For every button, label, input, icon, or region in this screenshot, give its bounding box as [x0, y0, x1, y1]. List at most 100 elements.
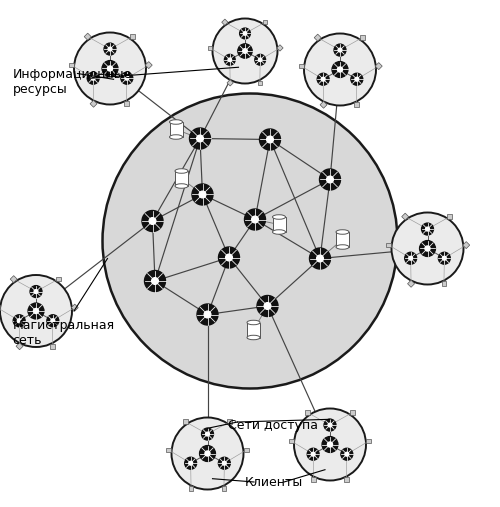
Circle shape [142, 210, 163, 232]
Circle shape [255, 54, 266, 65]
Text: Магистральная
сеть: Магистральная сеть [12, 319, 115, 347]
Bar [350, 410, 354, 415]
Polygon shape [145, 62, 152, 68]
Polygon shape [222, 19, 228, 25]
Circle shape [422, 223, 434, 235]
FancyBboxPatch shape [170, 122, 182, 137]
Circle shape [438, 252, 450, 264]
Bar [244, 448, 248, 452]
Circle shape [328, 423, 332, 427]
Circle shape [190, 128, 210, 149]
Circle shape [338, 48, 342, 52]
Circle shape [212, 18, 278, 84]
Circle shape [226, 254, 232, 261]
Bar [258, 81, 262, 85]
Bar [306, 410, 310, 415]
Polygon shape [71, 304, 78, 311]
Circle shape [196, 135, 203, 142]
Circle shape [47, 315, 59, 327]
Polygon shape [320, 101, 327, 108]
Ellipse shape [247, 335, 260, 340]
Circle shape [242, 49, 248, 53]
Polygon shape [462, 242, 469, 248]
Circle shape [409, 257, 412, 260]
Circle shape [312, 452, 315, 456]
Bar [386, 243, 391, 247]
Circle shape [87, 73, 99, 84]
Ellipse shape [170, 120, 182, 124]
Circle shape [74, 32, 146, 104]
Bar [366, 439, 371, 444]
Circle shape [28, 303, 44, 319]
Circle shape [202, 428, 213, 440]
Circle shape [260, 129, 280, 150]
Circle shape [244, 32, 246, 35]
Bar [299, 64, 304, 68]
Bar [124, 101, 129, 106]
Circle shape [351, 74, 363, 85]
Ellipse shape [272, 215, 285, 219]
Polygon shape [84, 33, 91, 40]
Polygon shape [227, 80, 234, 86]
Circle shape [0, 275, 72, 347]
Circle shape [30, 285, 42, 298]
Circle shape [322, 437, 338, 452]
Ellipse shape [247, 320, 260, 325]
Circle shape [266, 136, 274, 143]
Circle shape [240, 28, 250, 39]
Circle shape [317, 74, 329, 85]
Circle shape [392, 212, 464, 284]
Bar [289, 439, 294, 444]
Circle shape [258, 58, 262, 61]
Bar [183, 419, 188, 424]
Bar [311, 478, 316, 482]
Circle shape [184, 457, 196, 469]
Bar [442, 281, 446, 286]
Circle shape [307, 448, 319, 460]
Circle shape [13, 315, 25, 327]
Polygon shape [277, 45, 283, 51]
Circle shape [244, 209, 266, 230]
Circle shape [149, 218, 156, 225]
Ellipse shape [336, 230, 349, 234]
Circle shape [152, 278, 158, 284]
Text: Информационные
ресурсы: Информационные ресурсы [12, 68, 132, 96]
Circle shape [92, 77, 95, 80]
Bar [208, 46, 212, 50]
Circle shape [264, 303, 271, 309]
Circle shape [442, 257, 446, 260]
Circle shape [238, 44, 252, 58]
Circle shape [328, 442, 332, 447]
Text: Сети доступа: Сети доступа [228, 419, 318, 432]
Ellipse shape [336, 245, 349, 249]
Bar [344, 478, 349, 482]
Bar [188, 486, 194, 491]
Polygon shape [375, 62, 382, 69]
Circle shape [200, 446, 216, 461]
Ellipse shape [272, 230, 285, 234]
Circle shape [51, 319, 54, 322]
Bar [166, 448, 171, 452]
Circle shape [294, 409, 366, 481]
Circle shape [172, 417, 244, 489]
Circle shape [102, 93, 398, 388]
Ellipse shape [170, 135, 182, 139]
FancyBboxPatch shape [175, 171, 188, 186]
Bar [354, 102, 359, 107]
Circle shape [102, 60, 118, 77]
Circle shape [338, 67, 342, 72]
Bar [56, 277, 60, 281]
Circle shape [125, 77, 128, 80]
FancyBboxPatch shape [247, 322, 260, 338]
Polygon shape [16, 343, 23, 350]
Circle shape [324, 419, 336, 431]
FancyBboxPatch shape [336, 232, 349, 247]
Bar [263, 20, 267, 24]
Circle shape [218, 457, 230, 469]
Circle shape [34, 308, 38, 313]
Polygon shape [402, 213, 408, 220]
Circle shape [222, 461, 226, 465]
Ellipse shape [175, 169, 188, 173]
Circle shape [218, 247, 240, 268]
Circle shape [144, 271, 166, 292]
